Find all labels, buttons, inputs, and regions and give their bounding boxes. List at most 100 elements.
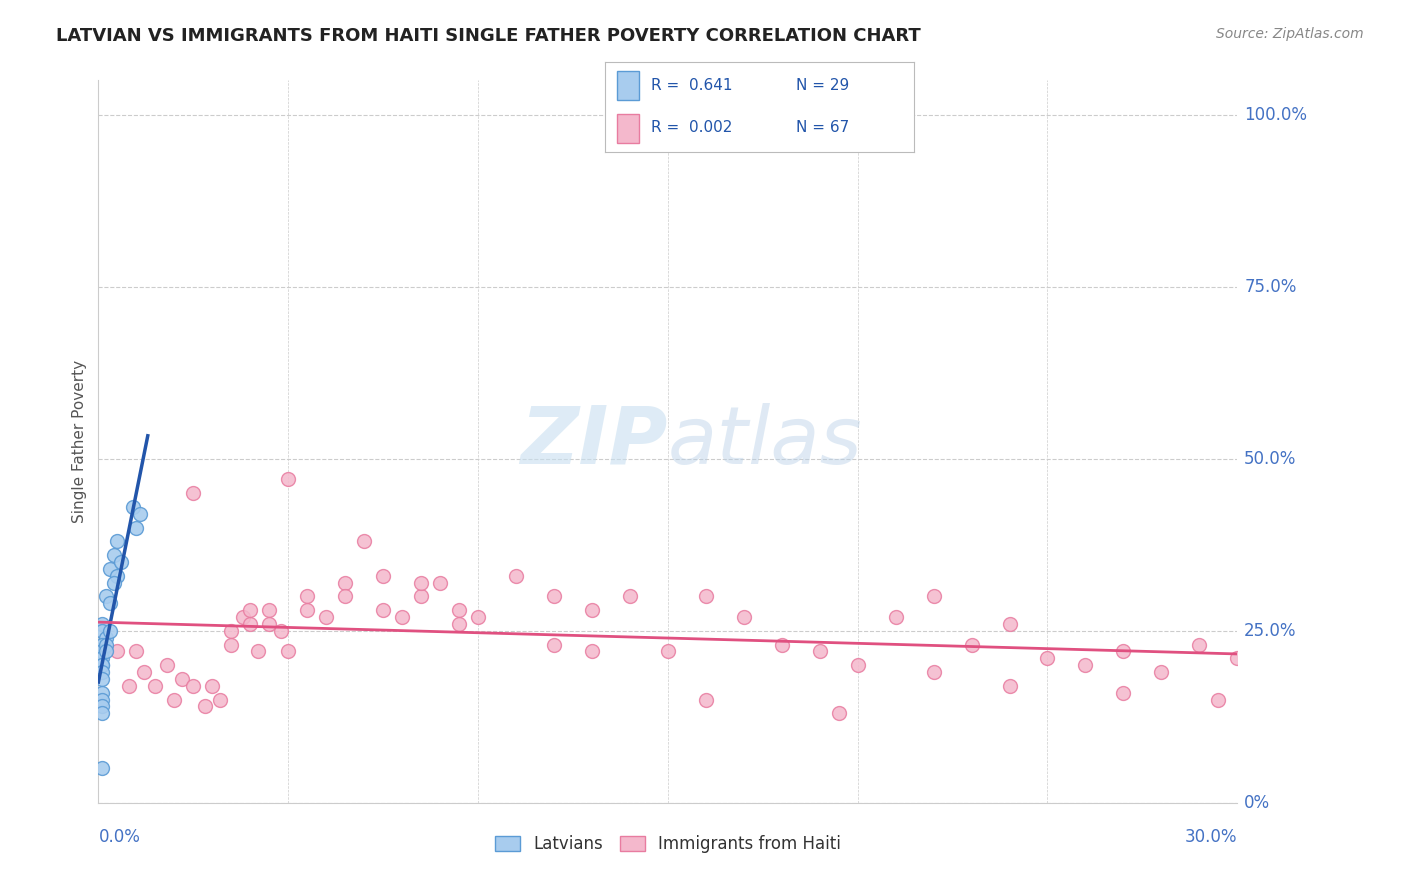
Point [998, 679, 1021, 693]
Point [91, 616, 114, 631]
Point [543, 590, 565, 604]
Point [91, 658, 114, 673]
Point [91, 665, 114, 679]
Point [91, 658, 114, 673]
Legend: Latvians, Immigrants from Haiti: Latvians, Immigrants from Haiti [488, 828, 848, 860]
Point [125, 520, 148, 534]
Point [232, 610, 254, 624]
Point [91, 761, 114, 775]
Y-axis label: Single Father Poverty: Single Father Poverty [72, 360, 87, 523]
Point [371, 568, 394, 582]
Point [998, 616, 1021, 631]
Point [270, 624, 292, 638]
Point [110, 555, 132, 569]
FancyBboxPatch shape [617, 114, 638, 143]
Point [1208, 692, 1230, 706]
Point [259, 616, 281, 631]
Point [1188, 638, 1211, 652]
Point [846, 658, 869, 673]
Point [91, 692, 114, 706]
Point [297, 590, 319, 604]
Text: N = 67: N = 67 [796, 120, 849, 135]
Point [353, 534, 375, 549]
Point [98, 562, 121, 576]
Point [695, 692, 717, 706]
Point [1226, 651, 1249, 665]
Point [297, 603, 319, 617]
FancyBboxPatch shape [617, 71, 638, 100]
Text: 25.0%: 25.0% [1244, 622, 1296, 640]
Point [581, 603, 603, 617]
Point [411, 590, 433, 604]
Point [91, 644, 114, 658]
Text: atlas: atlas [668, 402, 863, 481]
Point [107, 534, 129, 549]
Point [277, 644, 299, 658]
Point [246, 644, 269, 658]
Point [107, 644, 129, 658]
Point [581, 644, 603, 658]
Point [884, 610, 907, 624]
Point [91, 638, 114, 652]
Point [170, 672, 193, 686]
Point [103, 575, 125, 590]
Text: 50.0%: 50.0% [1244, 450, 1296, 467]
Point [619, 590, 641, 604]
Text: R =  0.002: R = 0.002 [651, 120, 733, 135]
Point [1074, 658, 1097, 673]
Text: 75.0%: 75.0% [1244, 277, 1296, 296]
Point [194, 699, 217, 714]
Point [808, 644, 831, 658]
Point [449, 616, 471, 631]
Point [129, 507, 152, 521]
Point [315, 610, 337, 624]
Point [239, 616, 262, 631]
Point [91, 706, 114, 721]
Text: N = 29: N = 29 [796, 78, 849, 93]
Text: 0.0%: 0.0% [98, 828, 141, 846]
Point [183, 486, 205, 500]
Point [183, 679, 205, 693]
Point [98, 624, 121, 638]
Point [505, 568, 527, 582]
Point [163, 692, 186, 706]
Point [221, 638, 243, 652]
Point [695, 590, 717, 604]
Point [107, 568, 129, 582]
Point [1150, 665, 1173, 679]
Point [91, 651, 114, 665]
Point [94, 631, 117, 645]
Point [1036, 651, 1059, 665]
Text: R =  0.641: R = 0.641 [651, 78, 733, 93]
Point [429, 575, 451, 590]
Text: ZIP: ZIP [520, 402, 668, 481]
Text: LATVIAN VS IMMIGRANTS FROM HAITI SINGLE FATHER POVERTY CORRELATION CHART: LATVIAN VS IMMIGRANTS FROM HAITI SINGLE … [56, 27, 921, 45]
Point [391, 610, 413, 624]
Point [121, 500, 143, 514]
Text: 100.0%: 100.0% [1244, 105, 1308, 124]
Text: Source: ZipAtlas.com: Source: ZipAtlas.com [1216, 27, 1364, 41]
Point [657, 644, 679, 658]
Point [411, 575, 433, 590]
Point [98, 596, 121, 610]
Point [91, 624, 114, 638]
Point [960, 638, 983, 652]
Point [277, 472, 299, 486]
Point [828, 706, 851, 721]
Point [208, 692, 231, 706]
Point [259, 603, 281, 617]
Point [335, 575, 357, 590]
Point [733, 610, 755, 624]
Point [922, 590, 945, 604]
Text: 0%: 0% [1244, 794, 1271, 812]
Point [91, 686, 114, 700]
Point [156, 658, 179, 673]
Point [91, 672, 114, 686]
Point [467, 610, 489, 624]
Point [103, 548, 125, 562]
Point [94, 644, 117, 658]
Point [770, 638, 793, 652]
Point [371, 603, 394, 617]
Point [1112, 644, 1135, 658]
Point [201, 679, 224, 693]
